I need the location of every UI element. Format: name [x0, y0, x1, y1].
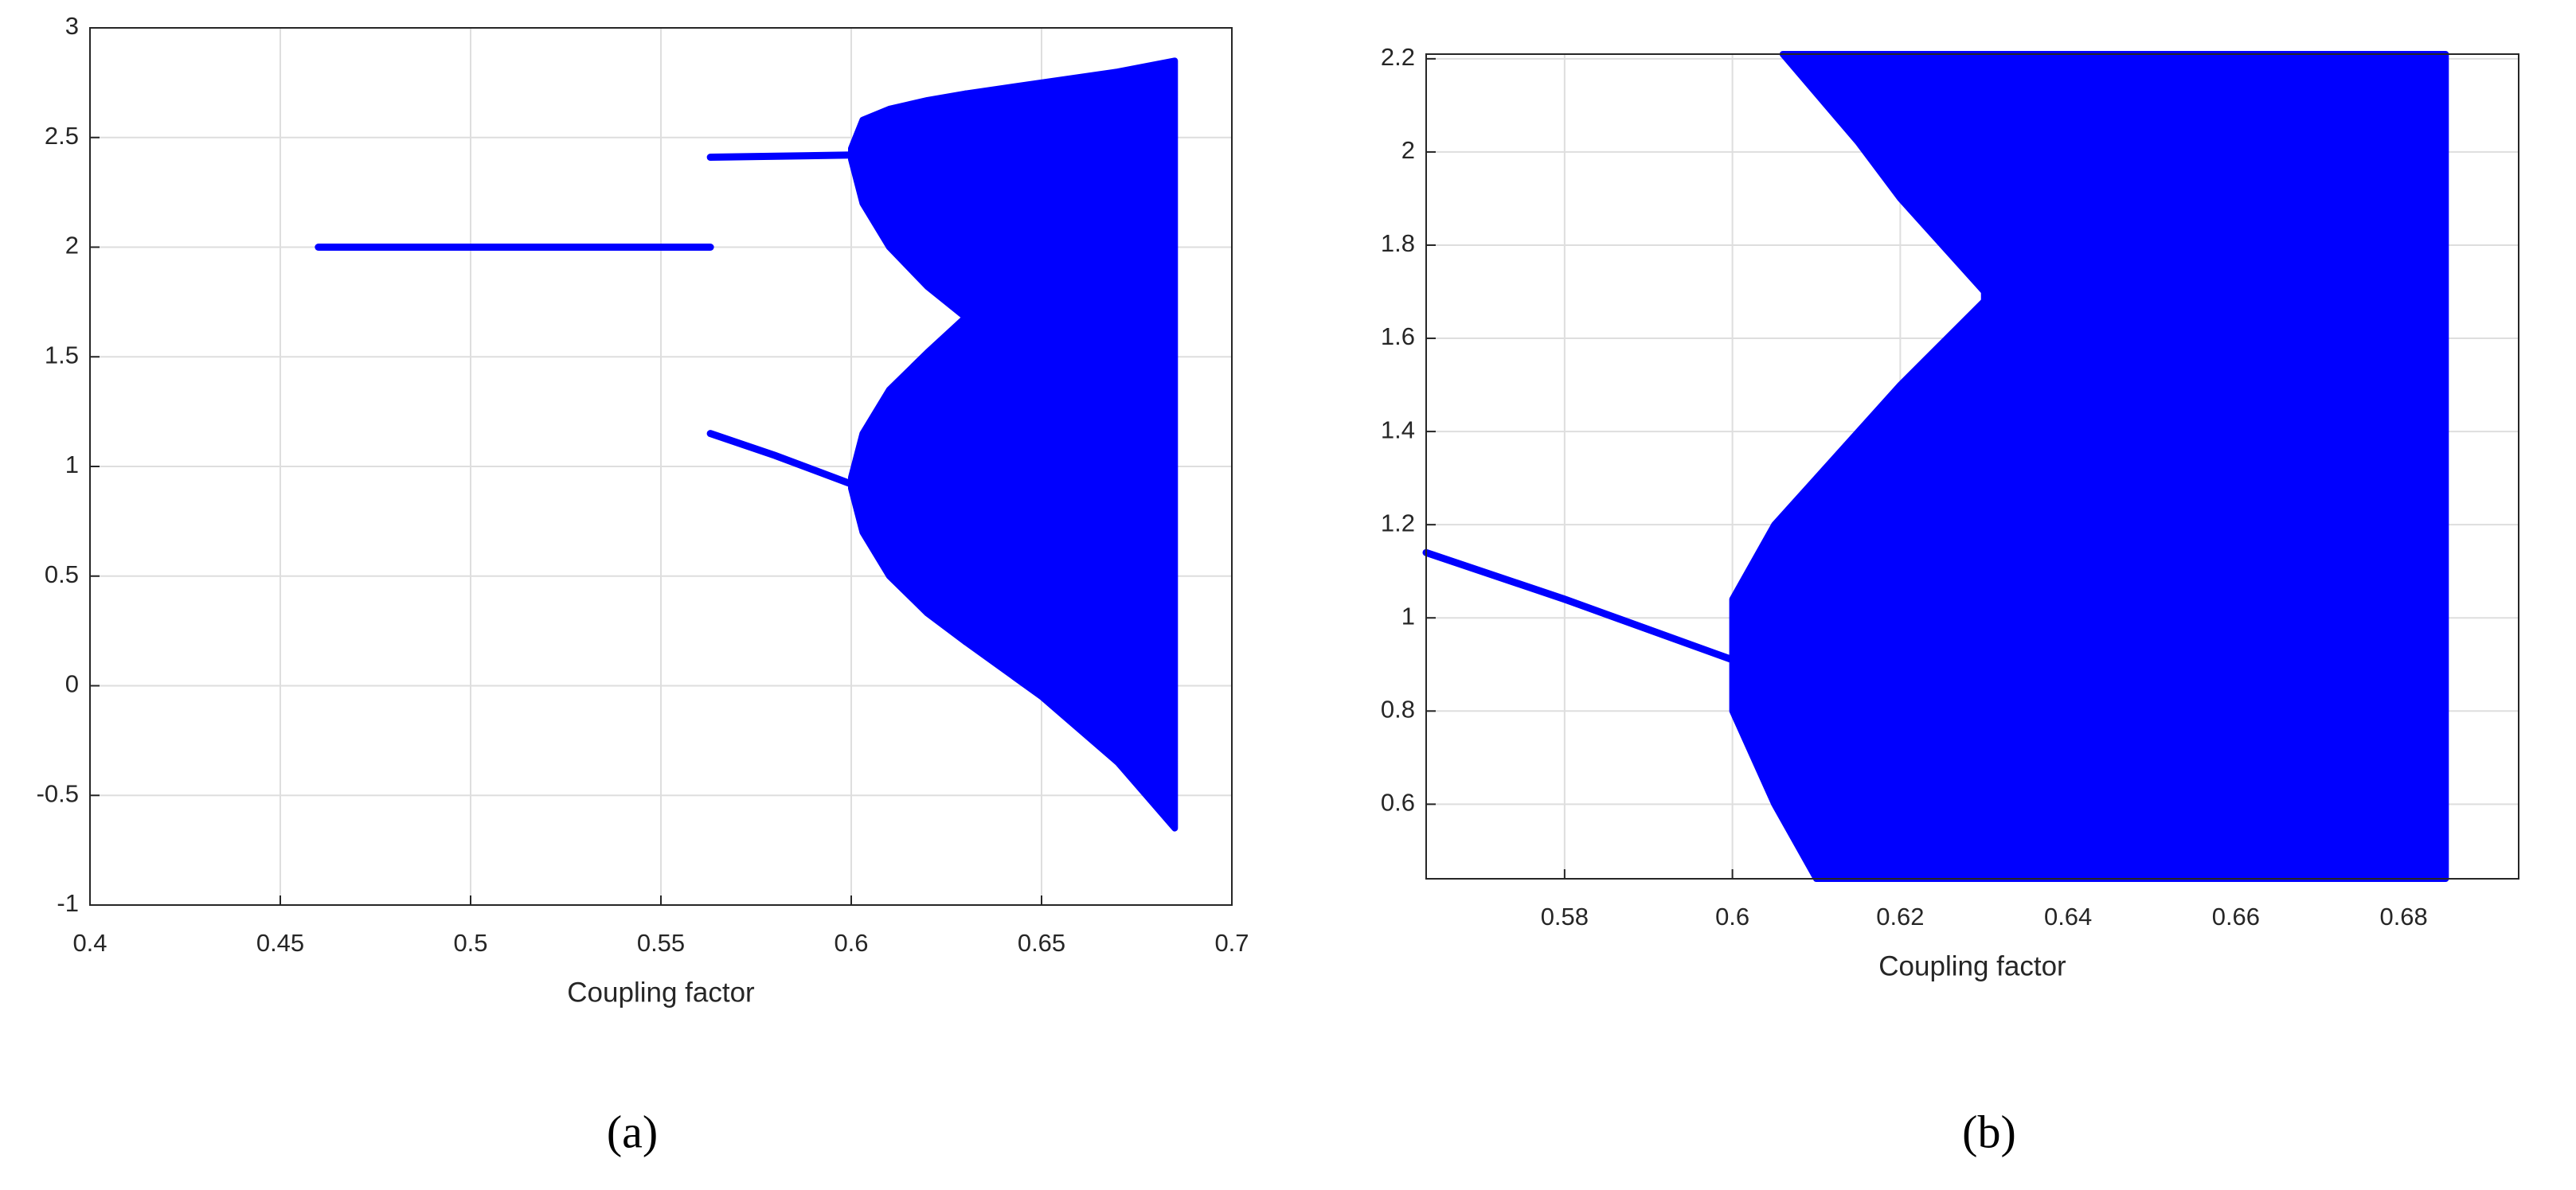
- y-tick-label: 1.8: [1381, 229, 1415, 257]
- x-tick-label: 0.6: [1715, 903, 1749, 931]
- y-tick-label: 1.4: [1381, 416, 1415, 443]
- x-tick-label: 0.7: [1214, 929, 1249, 957]
- y-tick-label: -0.5: [37, 779, 79, 807]
- y-tick-label: 2.5: [45, 122, 79, 150]
- y-tick-label: 0.6: [1381, 789, 1415, 817]
- x-tick-label: 0.6: [834, 929, 868, 957]
- branch: [1422, 548, 1737, 664]
- y-tick-label: 1: [1401, 602, 1415, 630]
- x-tick-label: 0.45: [256, 929, 304, 957]
- y-tick-label: 3: [65, 12, 79, 40]
- axes-box: [1425, 53, 2519, 880]
- x-tick-label: 0.58: [1541, 903, 1589, 931]
- y-tick-label: 1.2: [1381, 509, 1415, 536]
- y-tick-label: 0.8: [1381, 695, 1415, 723]
- axes-box: [89, 27, 1233, 906]
- x-tick-label: 0.66: [2212, 903, 2260, 931]
- y-tick-label: 1: [65, 451, 79, 478]
- caption: (b): [1962, 1106, 2016, 1157]
- x-tick-label: 0.62: [1876, 903, 1924, 931]
- branch: [706, 430, 855, 488]
- y-tick-label: 2: [65, 232, 79, 259]
- chaotic-band: [962, 57, 1179, 832]
- y-tick-label: 0.5: [45, 560, 79, 588]
- y-tick-label: 2.2: [1381, 43, 1415, 71]
- y-tick-label: 1.6: [1381, 322, 1415, 350]
- chaotic-band: [1980, 51, 2449, 882]
- x-tick-label: 0.65: [1018, 929, 1065, 957]
- y-tick-label: 0: [65, 670, 79, 698]
- y-tick-label: 1.5: [45, 341, 79, 369]
- y-tick-label: -1: [57, 889, 79, 917]
- x-tick-label: 0.64: [2044, 903, 2092, 931]
- caption: (a): [607, 1106, 658, 1157]
- x-axis-label: Coupling factor: [567, 977, 755, 1008]
- branch: [706, 151, 855, 162]
- x-axis-label: Coupling factor: [1878, 950, 2066, 981]
- x-tick-label: 0.55: [637, 929, 685, 957]
- x-tick-label: 0.68: [2379, 903, 2427, 931]
- y-tick-label: 2: [1401, 136, 1415, 164]
- x-tick-label: 0.4: [72, 929, 107, 957]
- x-tick-label: 0.5: [453, 929, 487, 957]
